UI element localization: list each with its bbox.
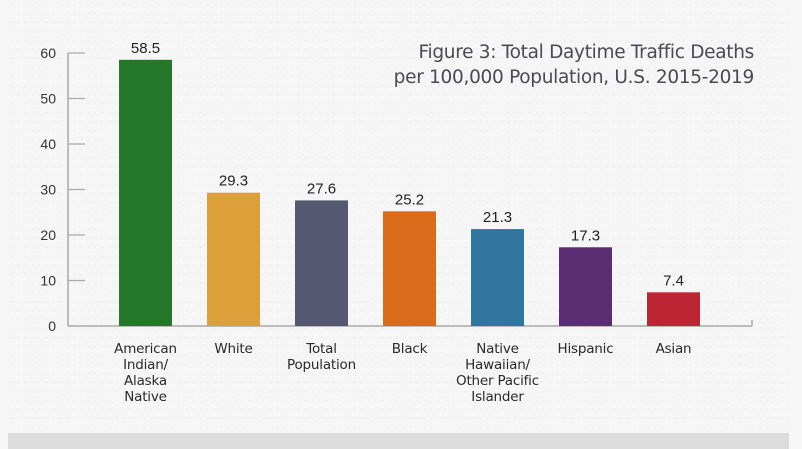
bar-value-label: 58.5 <box>131 40 160 57</box>
y-tick-label: 50 <box>40 91 56 107</box>
x-category-label: White <box>214 341 253 357</box>
chart-title-line-2: per 100,000 Population, U.S. 2015-2019 <box>393 67 755 88</box>
bar <box>383 211 436 326</box>
bar-value-label: 7.4 <box>663 272 684 289</box>
bar-value-label: 21.3 <box>483 209 512 226</box>
chart-title: Figure 3: Total Daytime Traffic Deaths p… <box>393 40 755 90</box>
x-category-label: Native Hawaiian/ Other Pacific Islander <box>456 341 539 405</box>
y-tick-label: 40 <box>40 136 56 152</box>
y-tick-label: 30 <box>40 182 56 198</box>
bar-value-label: 27.6 <box>307 180 336 197</box>
bar <box>471 229 524 326</box>
y-tick-label: 60 <box>40 45 56 61</box>
footer-band <box>8 433 789 449</box>
bar <box>119 59 172 326</box>
x-category-label: Total Population <box>287 341 356 373</box>
bar <box>647 292 700 326</box>
bar-value-label: 29.3 <box>219 173 248 190</box>
x-category-label: American Indian/ Alaska Native <box>114 341 177 405</box>
x-category-label: Black <box>391 341 428 357</box>
bar-value-label: 17.3 <box>571 227 600 244</box>
y-tick-label: 10 <box>40 273 56 289</box>
bar-value-label: 25.2 <box>395 191 424 208</box>
bar <box>559 247 612 326</box>
x-category-label: Hispanic <box>557 341 614 357</box>
bar <box>295 200 348 326</box>
x-category-label: Asian <box>655 341 692 357</box>
y-tick-label: 0 <box>48 318 56 334</box>
chart-title-line-1: Figure 3: Total Daytime Traffic Deaths <box>418 42 755 63</box>
bar <box>207 192 260 326</box>
y-tick-label: 20 <box>40 227 56 243</box>
